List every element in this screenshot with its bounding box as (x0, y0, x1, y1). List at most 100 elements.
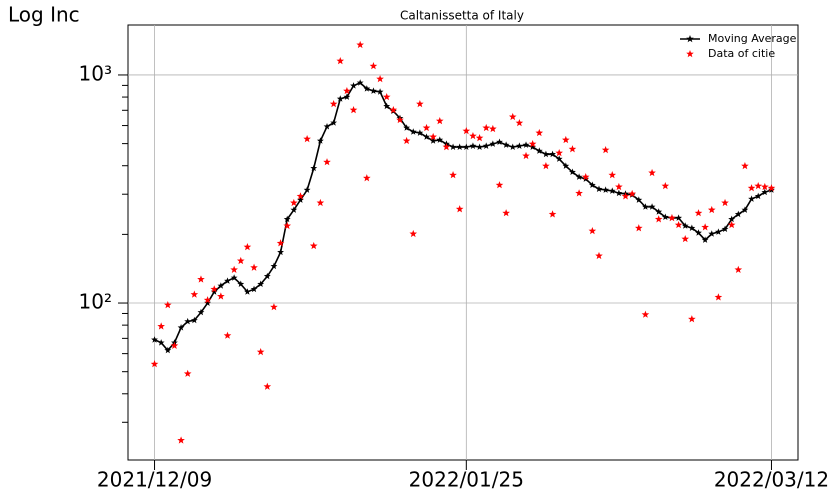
line-marker (502, 141, 510, 148)
line-marker (482, 142, 490, 149)
line-marker (549, 150, 556, 158)
data-point (276, 239, 285, 247)
line-marker (197, 308, 205, 316)
y-axis-label: Log Inc (8, 3, 80, 27)
line-marker (714, 228, 722, 235)
data-point (581, 172, 590, 181)
line-marker (635, 196, 643, 203)
data-point (654, 215, 663, 223)
line-marker (688, 224, 696, 232)
data-point (455, 205, 464, 213)
data-point (475, 134, 484, 142)
line-marker (575, 173, 583, 180)
data-point (164, 301, 172, 309)
line-marker (708, 230, 716, 237)
line-marker (190, 316, 198, 324)
line-marker (243, 288, 251, 295)
data-point (714, 293, 723, 301)
line-marker (476, 143, 484, 150)
data-point (761, 182, 769, 191)
data-point (203, 296, 212, 304)
data-point (183, 369, 192, 377)
line-marker (210, 288, 218, 295)
line-marker (270, 262, 278, 270)
data-point (608, 171, 617, 179)
plot-frame (127, 24, 799, 461)
y-tick-label: 10² (79, 290, 112, 314)
line-marker (701, 236, 709, 243)
line-marker (681, 222, 689, 229)
line-marker (748, 195, 755, 202)
data-point (535, 128, 544, 137)
data-point (270, 303, 278, 311)
data-point (382, 92, 391, 101)
data-point (157, 322, 165, 330)
line-marker (151, 336, 158, 343)
data-point (741, 161, 749, 170)
data-point (562, 135, 570, 144)
data-point (634, 224, 643, 232)
line-marker (224, 277, 231, 284)
data-point (522, 151, 530, 160)
data-point (283, 221, 292, 230)
data-point (416, 99, 424, 108)
data-point (674, 220, 683, 229)
line-marker (496, 138, 503, 145)
data-point (422, 123, 431, 132)
data-point (482, 123, 491, 132)
line-marker (423, 133, 430, 140)
data-point (150, 360, 159, 368)
line-marker (184, 317, 192, 325)
data-point (641, 310, 650, 318)
line-marker (250, 285, 258, 293)
line-marker (164, 346, 172, 354)
legend-box (672, 29, 794, 65)
data-point (217, 292, 225, 300)
line-marker (462, 143, 470, 150)
data-point (721, 198, 729, 207)
data-point (601, 145, 610, 154)
data-point (190, 290, 199, 298)
data-point (290, 198, 298, 207)
data-point (243, 243, 252, 251)
line-marker (383, 102, 391, 110)
line-marker (217, 282, 225, 289)
data-point (256, 347, 265, 356)
data-point (542, 161, 550, 170)
line-marker (436, 136, 444, 143)
data-point (396, 115, 404, 124)
line-marker (237, 280, 245, 288)
line-marker (741, 206, 749, 213)
data-point (595, 251, 603, 260)
line-marker (648, 203, 656, 210)
line-marker (535, 147, 543, 154)
data-point (356, 40, 364, 49)
legend-marker (686, 35, 694, 43)
data-point (409, 229, 418, 238)
data-point (323, 158, 331, 166)
data-point (376, 75, 384, 83)
line-marker (290, 206, 298, 213)
line-marker (157, 339, 165, 346)
data-point (442, 143, 451, 151)
line-marker (754, 192, 762, 200)
line-marker (177, 324, 185, 331)
line-marker (277, 248, 284, 256)
data-point (588, 226, 597, 235)
data-point (568, 145, 577, 153)
data-point (329, 99, 338, 108)
data-point (734, 265, 743, 273)
data-point (363, 174, 371, 182)
data-point (462, 126, 471, 135)
data-point (681, 234, 690, 243)
line-marker (456, 143, 464, 150)
data-point (210, 285, 219, 293)
line-marker (562, 162, 570, 169)
data-point (349, 106, 358, 114)
line-marker (728, 215, 736, 223)
line-marker (303, 186, 311, 193)
line-marker (350, 82, 357, 89)
average-line (154, 81, 772, 352)
line-marker (655, 208, 663, 215)
line-marker (356, 79, 364, 86)
